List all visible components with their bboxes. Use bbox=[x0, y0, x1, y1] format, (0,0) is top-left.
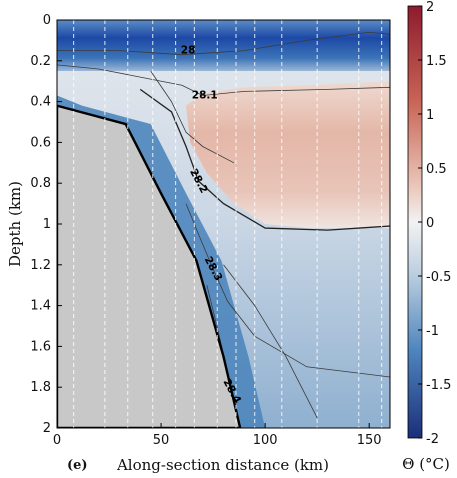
contour-line bbox=[57, 31, 390, 56]
x-axis: 0 50 100 150 bbox=[53, 423, 382, 448]
colorbar-tick-label: 1.5 bbox=[426, 54, 447, 69]
y-tick-label: 1.4 bbox=[30, 299, 51, 314]
y-axis-label: Depth (km) bbox=[6, 181, 24, 267]
surface-cold-layer bbox=[57, 20, 390, 71]
warm-core-region bbox=[186, 81, 390, 229]
colorbar-tick-label: -0.5 bbox=[426, 270, 451, 285]
x-tick-label: 50 bbox=[153, 433, 170, 448]
y-axis: 0 0.2 0.4 0.6 0.8 1 1.2 1.4 1.6 1.8 2 bbox=[30, 13, 62, 436]
contour-label: 28.1 bbox=[192, 89, 218, 101]
contour-line bbox=[150, 70, 235, 164]
contour-line bbox=[185, 203, 390, 378]
seafloor bbox=[57, 104, 242, 428]
y-tick-label: 0.8 bbox=[30, 176, 51, 191]
x-tick-label: 100 bbox=[253, 433, 278, 448]
y-tick-label: 0 bbox=[43, 13, 51, 28]
y-tick-label: 0.2 bbox=[30, 54, 51, 69]
y-tick-label: 0.4 bbox=[30, 95, 51, 110]
colorbar-label: Θ (°C) bbox=[402, 455, 450, 473]
colorbar-tick-label: -1 bbox=[426, 324, 439, 339]
y-tick-label: 1.2 bbox=[30, 258, 51, 273]
colorbar-tick-label: 0.5 bbox=[426, 162, 447, 177]
colorbar-tick-label: 1 bbox=[426, 108, 434, 123]
x-axis-label: Along-section distance (km) bbox=[116, 456, 329, 474]
contour-line bbox=[223, 264, 318, 418]
y-tick-label: 0.6 bbox=[30, 135, 51, 150]
x-tick-label: 0 bbox=[53, 433, 61, 448]
y-tick-label: 1.8 bbox=[30, 380, 51, 395]
station-lines bbox=[73, 20, 383, 428]
colorbar-tick-label: -2 bbox=[426, 432, 439, 447]
colorbar-tick-label: 2 bbox=[426, 0, 434, 15]
y-tick-label: 1 bbox=[43, 217, 51, 232]
y-tick-label: 1.6 bbox=[30, 339, 51, 354]
colorbar-ticks: 2 1.5 1 0.5 0 -0.5 -1 -1.5 -2 bbox=[418, 0, 451, 447]
x-tick-label: 150 bbox=[357, 433, 382, 448]
panel-label: (e) bbox=[67, 458, 88, 473]
contour-label: 28 bbox=[181, 45, 196, 57]
colorbar-tick-label: 0 bbox=[426, 216, 434, 231]
contour-line bbox=[57, 64, 390, 96]
y-tick-label: 2 bbox=[43, 421, 51, 436]
colorbar-tick-label: -1.5 bbox=[426, 378, 451, 393]
slope-cold-band bbox=[57, 95, 366, 428]
contour-line bbox=[139, 88, 390, 231]
